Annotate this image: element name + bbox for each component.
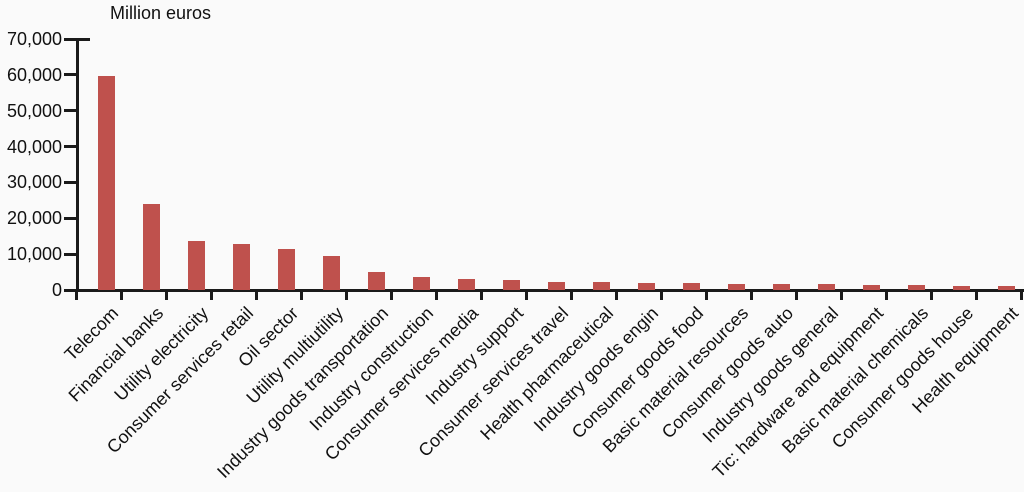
bar-basic-material-chemicals — [908, 284, 925, 290]
x-axis-tick — [660, 291, 663, 300]
y-axis-tick-label: 60,000 — [6, 64, 62, 85]
bar-industry-goods-transportation — [368, 271, 385, 290]
x-axis-tick — [480, 291, 483, 300]
bar-industry-goods-general — [818, 284, 835, 290]
y-axis-tick-label: 50,000 — [6, 100, 62, 121]
x-axis-tick — [795, 291, 798, 300]
x-axis-tick — [165, 291, 168, 300]
y-axis-tick — [64, 145, 76, 149]
x-axis-tick — [525, 291, 528, 300]
x-axis-tick — [210, 291, 213, 300]
bar-telecom — [98, 76, 115, 290]
y-axis-tick — [64, 109, 76, 113]
bar-consumer-services-retail — [233, 244, 250, 290]
y-axis-tick-label: 10,000 — [6, 244, 62, 265]
bar-consumer-goods-auto — [773, 283, 790, 290]
y-axis-tick — [64, 73, 76, 77]
y-axis-tick — [64, 288, 76, 292]
y-axis-tick — [64, 180, 76, 184]
x-axis-tick — [885, 291, 888, 300]
y-axis-tick-label: 40,000 — [6, 136, 62, 157]
y-axis-line — [76, 38, 79, 291]
bar-tic-hardware-and-equipment — [863, 284, 880, 290]
bar-health-pharmaceutical — [593, 282, 610, 290]
x-axis-tick — [75, 291, 78, 300]
x-axis-tick — [615, 291, 618, 300]
bar-consumer-services-media — [458, 278, 475, 290]
y-axis-tick-label: 70,000 — [6, 29, 62, 49]
x-axis-tick — [390, 291, 393, 300]
y-axis-tick — [64, 216, 76, 220]
bar-utility-electricity — [188, 241, 205, 290]
chart-title: Million euros — [110, 3, 212, 23]
bar-industry-goods-engin — [638, 282, 655, 290]
x-axis-line — [76, 289, 1024, 292]
y-axis-top-cap — [79, 37, 90, 41]
x-axis-tick — [345, 291, 348, 300]
x-axis-tick — [930, 291, 933, 300]
x-axis-tick — [975, 291, 978, 300]
x-axis-tick — [435, 291, 438, 300]
y-axis-tick-label: 30,000 — [6, 172, 62, 193]
y-axis-tick-label: 20,000 — [6, 208, 62, 229]
bar-financial-banks — [143, 203, 160, 290]
bar-industry-support — [503, 279, 520, 290]
bar-health-equipment — [998, 285, 1015, 290]
bar-consumer-goods-house — [953, 285, 970, 290]
bar-oil-sector — [278, 249, 295, 290]
x-axis-tick — [1020, 291, 1023, 300]
x-axis-tick — [570, 291, 573, 300]
bar-consumer-services-travel — [548, 281, 565, 290]
y-axis-tick — [64, 252, 76, 256]
x-axis-tick — [300, 291, 303, 300]
y-axis-tick — [64, 37, 76, 41]
bar-industry-construction — [413, 276, 430, 290]
x-axis-tick — [840, 291, 843, 300]
bar-utility-multiutility — [323, 256, 340, 290]
x-axis-tick — [255, 291, 258, 300]
x-axis-tick — [120, 291, 123, 300]
x-axis-tick — [705, 291, 708, 300]
y-axis-tick-label: 0 — [51, 280, 62, 300]
bar-basic-material-resources — [728, 283, 745, 290]
bar-consumer-goods-food — [683, 283, 700, 290]
x-axis-tick — [750, 291, 753, 300]
